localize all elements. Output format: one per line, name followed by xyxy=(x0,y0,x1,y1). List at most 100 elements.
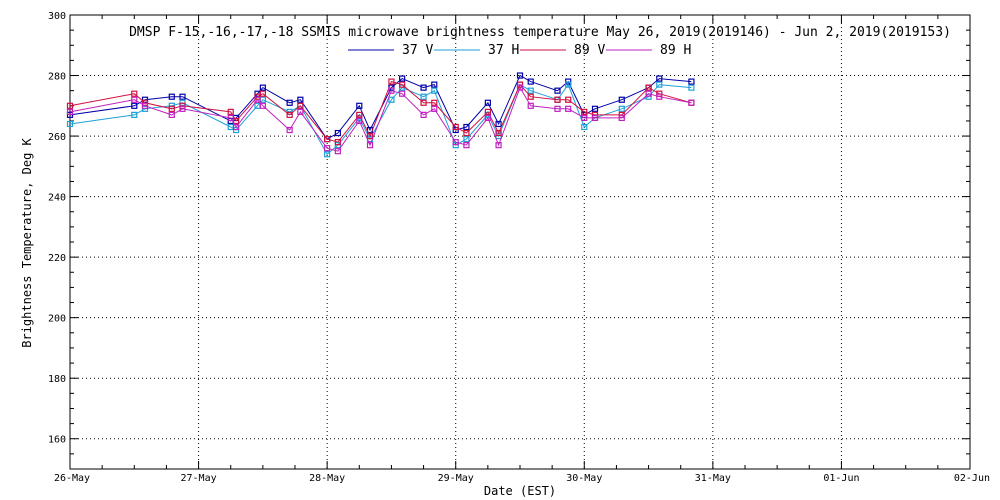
data-point xyxy=(431,81,438,88)
data-point xyxy=(324,145,331,152)
data-point xyxy=(484,114,491,122)
data-point xyxy=(527,102,534,109)
data-point xyxy=(259,102,266,109)
data-point xyxy=(495,120,502,128)
data-point xyxy=(254,96,261,103)
y-tick-label: 300 xyxy=(48,11,66,22)
data-point xyxy=(399,81,406,88)
data-point xyxy=(688,84,695,91)
data-point xyxy=(420,99,427,106)
data-point xyxy=(618,105,625,112)
data-point xyxy=(366,142,374,149)
data-point xyxy=(334,148,341,155)
x-tick-label: 30-May xyxy=(566,473,602,484)
data-point xyxy=(431,99,438,106)
y-tick-label: 180 xyxy=(48,374,66,385)
data-point xyxy=(484,108,491,115)
y-tick-label: 160 xyxy=(48,435,66,446)
data-point xyxy=(297,102,304,109)
data-point xyxy=(463,129,470,137)
y-tick-label: 220 xyxy=(48,253,66,264)
x-axis-title: Date (EST) xyxy=(484,484,556,498)
data-point xyxy=(131,90,138,97)
data-point xyxy=(324,135,331,143)
data-point xyxy=(66,120,74,128)
y-axis-title: Brightness Temperature, Deg K xyxy=(20,137,34,347)
series-group xyxy=(66,72,695,158)
axes: 160 180 200 220 240 260 280 300 26-May 27-May 28-M… xyxy=(48,11,990,484)
data-point xyxy=(656,75,663,82)
data-point xyxy=(131,96,138,103)
data-point xyxy=(495,129,502,137)
x-tick-label: 02-Jun xyxy=(954,473,990,484)
data-point xyxy=(179,105,186,112)
data-point xyxy=(297,96,304,103)
data-point xyxy=(324,151,331,158)
data-point xyxy=(618,114,625,122)
data-point xyxy=(516,72,524,79)
chart-title: DMSP F-15,-16,-17,-18 SSMIS microwave br… xyxy=(129,25,951,40)
data-point xyxy=(286,99,293,106)
data-point xyxy=(356,102,363,109)
data-point xyxy=(656,81,663,88)
data-point xyxy=(656,93,663,100)
data-point xyxy=(581,108,588,115)
data-point xyxy=(565,105,572,112)
x-tick-label: 01-Jun xyxy=(823,473,859,484)
data-point xyxy=(399,75,406,82)
plot-frame xyxy=(69,14,971,470)
data-point xyxy=(168,105,175,112)
data-point xyxy=(388,78,395,85)
data-point xyxy=(527,93,534,100)
data-point xyxy=(645,84,652,91)
data-point xyxy=(66,102,74,109)
data-point xyxy=(565,96,572,103)
data-point xyxy=(388,96,395,103)
y-tick-label: 200 xyxy=(48,314,66,325)
series-3 xyxy=(66,84,695,155)
data-point xyxy=(554,87,561,94)
legend-label: 89 H xyxy=(660,43,691,58)
data-point xyxy=(66,108,74,115)
data-point xyxy=(516,84,524,91)
data-point xyxy=(259,84,266,91)
data-point xyxy=(420,111,427,118)
data-point xyxy=(131,102,138,109)
y-tick-label: 280 xyxy=(48,72,66,83)
data-point xyxy=(591,105,599,112)
data-point xyxy=(463,123,470,131)
legend-label: 37 V xyxy=(402,43,433,58)
data-point xyxy=(645,90,652,97)
data-point xyxy=(168,93,175,100)
data-point xyxy=(227,108,234,115)
data-point xyxy=(688,99,695,106)
data-point xyxy=(232,123,240,131)
y-tick-label: 260 xyxy=(48,132,66,143)
data-point xyxy=(527,78,534,85)
data-point xyxy=(399,90,406,97)
data-point xyxy=(334,129,341,137)
data-point xyxy=(227,114,234,122)
data-point xyxy=(463,142,470,149)
data-point xyxy=(452,139,459,146)
data-point xyxy=(618,96,625,103)
y-tick-label: 240 xyxy=(48,193,66,204)
data-point xyxy=(179,93,186,100)
data-point xyxy=(356,111,363,118)
data-point xyxy=(356,117,363,125)
data-point xyxy=(527,87,534,94)
data-point xyxy=(554,96,561,103)
legend-label: 37 H xyxy=(488,43,519,58)
data-point xyxy=(463,135,470,143)
data-point xyxy=(495,142,502,149)
x-tick-label: 31-May xyxy=(695,473,731,484)
x-tick-label: 28-May xyxy=(309,473,345,484)
data-point xyxy=(297,108,304,115)
x-tick-label: 26-May xyxy=(54,473,90,484)
data-point xyxy=(259,90,266,97)
data-point xyxy=(565,81,572,88)
data-point xyxy=(141,102,149,109)
legend: 37 V 37 H 89 V 89 H xyxy=(348,43,691,58)
